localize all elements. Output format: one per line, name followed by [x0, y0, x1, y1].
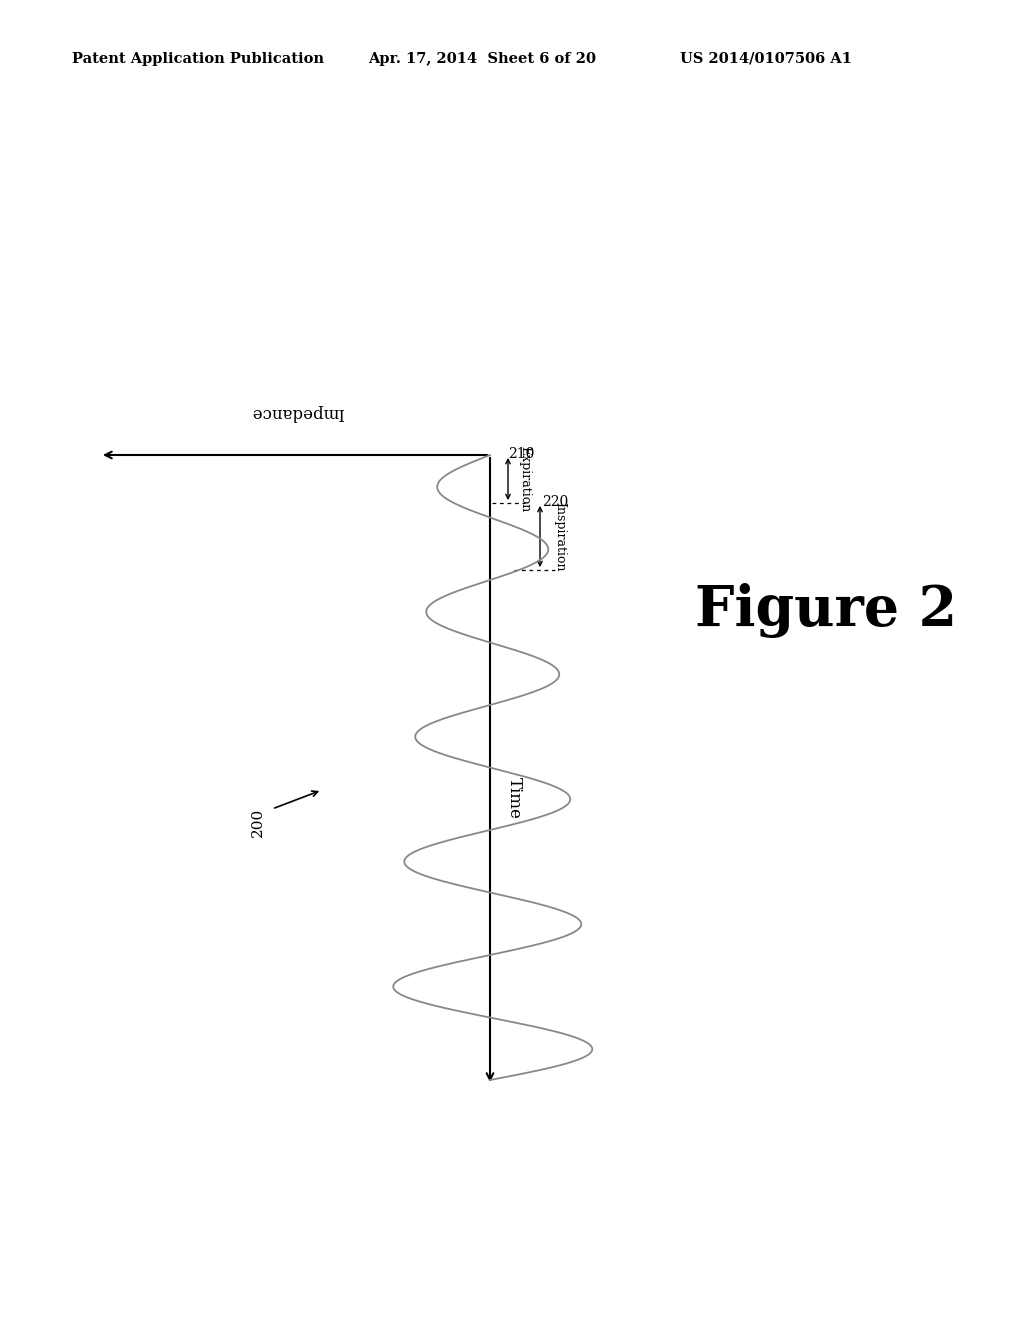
Text: Apr. 17, 2014  Sheet 6 of 20: Apr. 17, 2014 Sheet 6 of 20 — [368, 51, 596, 66]
Text: Impedance: Impedance — [251, 404, 344, 421]
Text: 220: 220 — [542, 495, 568, 510]
Text: 210: 210 — [508, 447, 535, 461]
Text: Time: Time — [506, 776, 523, 818]
Text: Figure 2: Figure 2 — [695, 582, 957, 638]
Text: Patent Application Publication: Patent Application Publication — [72, 51, 324, 66]
Text: 200: 200 — [251, 808, 265, 837]
Text: Expiration: Expiration — [518, 446, 531, 512]
Text: US 2014/0107506 A1: US 2014/0107506 A1 — [680, 51, 852, 66]
Text: Inspiration: Inspiration — [553, 502, 566, 572]
